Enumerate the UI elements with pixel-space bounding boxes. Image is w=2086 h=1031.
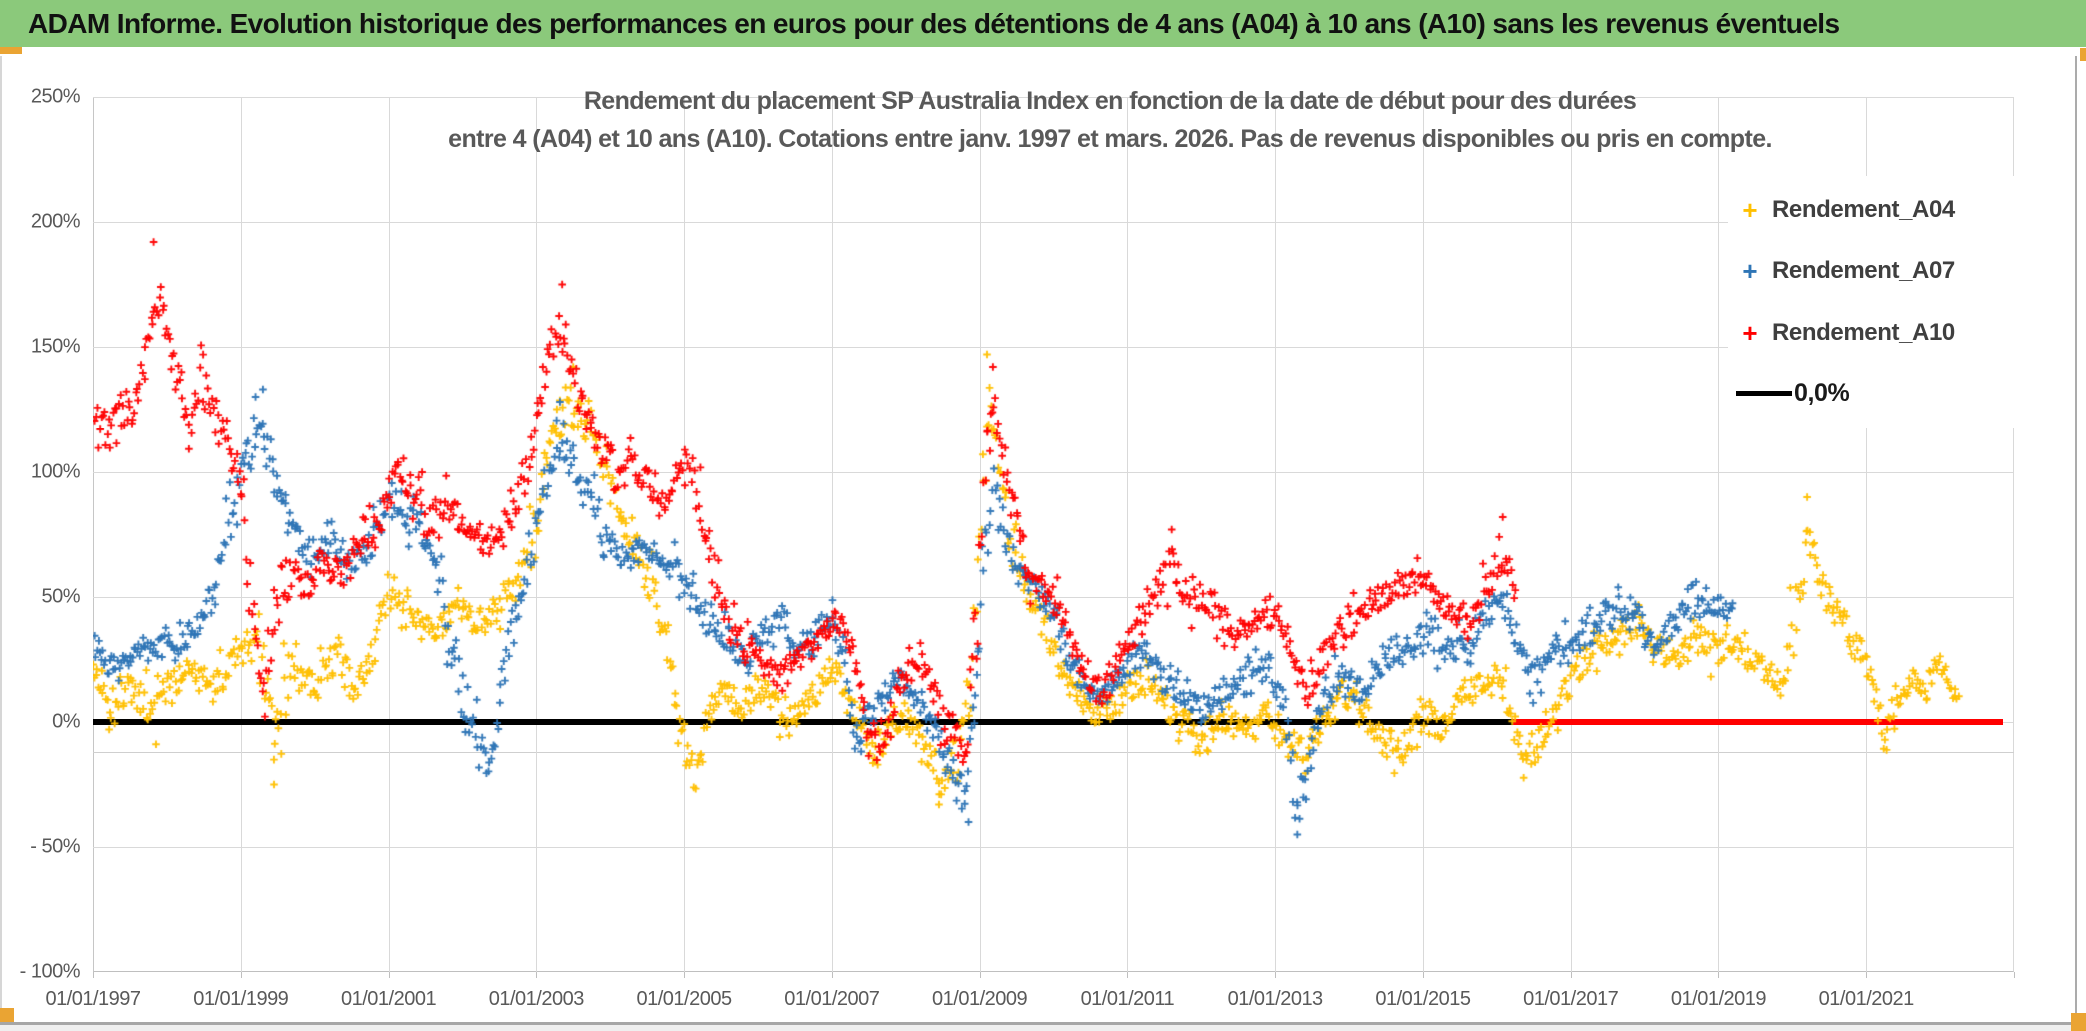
x-tick-label: 01/01/2009 xyxy=(932,988,1028,1010)
x-tick-stub xyxy=(1422,972,1424,978)
y-tick-label: 150% xyxy=(30,335,81,358)
x-tick-label: 01/01/2019 xyxy=(1670,988,1767,1010)
chart-title-line2: entre 4 (A04) et 10 ans (A10). Cotations… xyxy=(448,125,1772,153)
y-tick-label: - 50% xyxy=(30,835,80,858)
legend-item: + Rendement_A04 xyxy=(1728,182,2014,238)
x-tick-label: 01/01/1997 xyxy=(45,988,141,1010)
x-tick-stub xyxy=(1275,972,1277,978)
legend-item: + Rendement_A10 xyxy=(1728,305,2014,361)
bottom-rule xyxy=(0,1022,2086,1025)
y-tick-label: 200% xyxy=(30,210,81,233)
bottom-strip xyxy=(0,1025,2086,1031)
legend-zero-label: 0,0% xyxy=(1794,379,1850,408)
legend-marker-plus-icon: + xyxy=(1742,195,1758,225)
y-tick-label: 0% xyxy=(52,710,80,733)
x-tick-stub xyxy=(1127,972,1129,978)
x-tick-stub xyxy=(240,972,242,978)
x-tick-stub xyxy=(1570,972,1572,978)
x-tick-label: 01/01/2003 xyxy=(488,988,585,1010)
header-title: ADAM Informe. Evolution historique des p… xyxy=(28,7,1840,39)
legend-item-label: Rendement_A04 xyxy=(1772,196,1955,223)
x-tick-label: 01/01/2011 xyxy=(1080,988,1175,1010)
accent-top-right xyxy=(2080,48,2086,61)
x-tick-label: 01/01/2005 xyxy=(636,988,733,1010)
x-tick-label: 01/01/2021 xyxy=(1818,988,1915,1010)
legend-zero-line-icon xyxy=(1736,391,1792,397)
x-tick-stub xyxy=(2014,972,2015,978)
y-tick-label: 50% xyxy=(41,585,80,608)
legend-item-zero: 0,0% xyxy=(1728,366,2014,422)
accent-bottom-left xyxy=(0,1008,14,1023)
x-tick-stub xyxy=(979,972,981,978)
x-tick-stub xyxy=(388,972,390,978)
chart-title-line1: Rendement du placement SP Australia Inde… xyxy=(583,87,1637,115)
right-rule xyxy=(2075,56,2077,1022)
legend: + Rendement_A04 + Rendement_A07 + Rendement_A… xyxy=(1728,176,2014,428)
x-tick-label: 01/01/2017 xyxy=(1523,988,1619,1010)
x-tick-label: 01/01/2015 xyxy=(1375,988,1471,1010)
legend-marker-plus-icon: + xyxy=(1742,317,1758,348)
chart-title: Rendement du placement SP Australia Inde… xyxy=(400,82,1820,158)
x-tick-stub xyxy=(684,972,686,978)
left-rule xyxy=(0,56,2,1008)
legend-item-label: Rendement_A07 xyxy=(1772,257,1955,285)
y-tick-label: 100% xyxy=(30,460,81,483)
x-tick-label: 01/01/2007 xyxy=(784,988,880,1010)
x-tick-stub xyxy=(1718,972,1720,978)
accent-top-left xyxy=(0,47,22,54)
x-tick-stub xyxy=(1866,972,1868,978)
x-tick-label: 01/01/2001 xyxy=(340,988,437,1010)
x-tick-label: 01/01/2013 xyxy=(1227,988,1324,1010)
x-tick-label: 01/01/1999 xyxy=(193,988,289,1010)
header-bar: ADAM Informe. Evolution historique des p… xyxy=(0,0,2086,47)
x-tick-stub xyxy=(536,972,538,978)
x-tick-stub xyxy=(831,972,833,978)
legend-item: + Rendement_A07 xyxy=(1728,243,2014,299)
y-tick-label: - 100% xyxy=(19,960,81,983)
legend-item-label: Rendement_A10 xyxy=(1772,318,1955,346)
scatter-canvas xyxy=(93,97,2014,972)
y-tick-label: 250% xyxy=(30,85,81,108)
x-tick-stub xyxy=(93,972,94,978)
accent-bottom-right xyxy=(2071,1013,2086,1031)
legend-marker-plus-icon: + xyxy=(1742,256,1758,287)
